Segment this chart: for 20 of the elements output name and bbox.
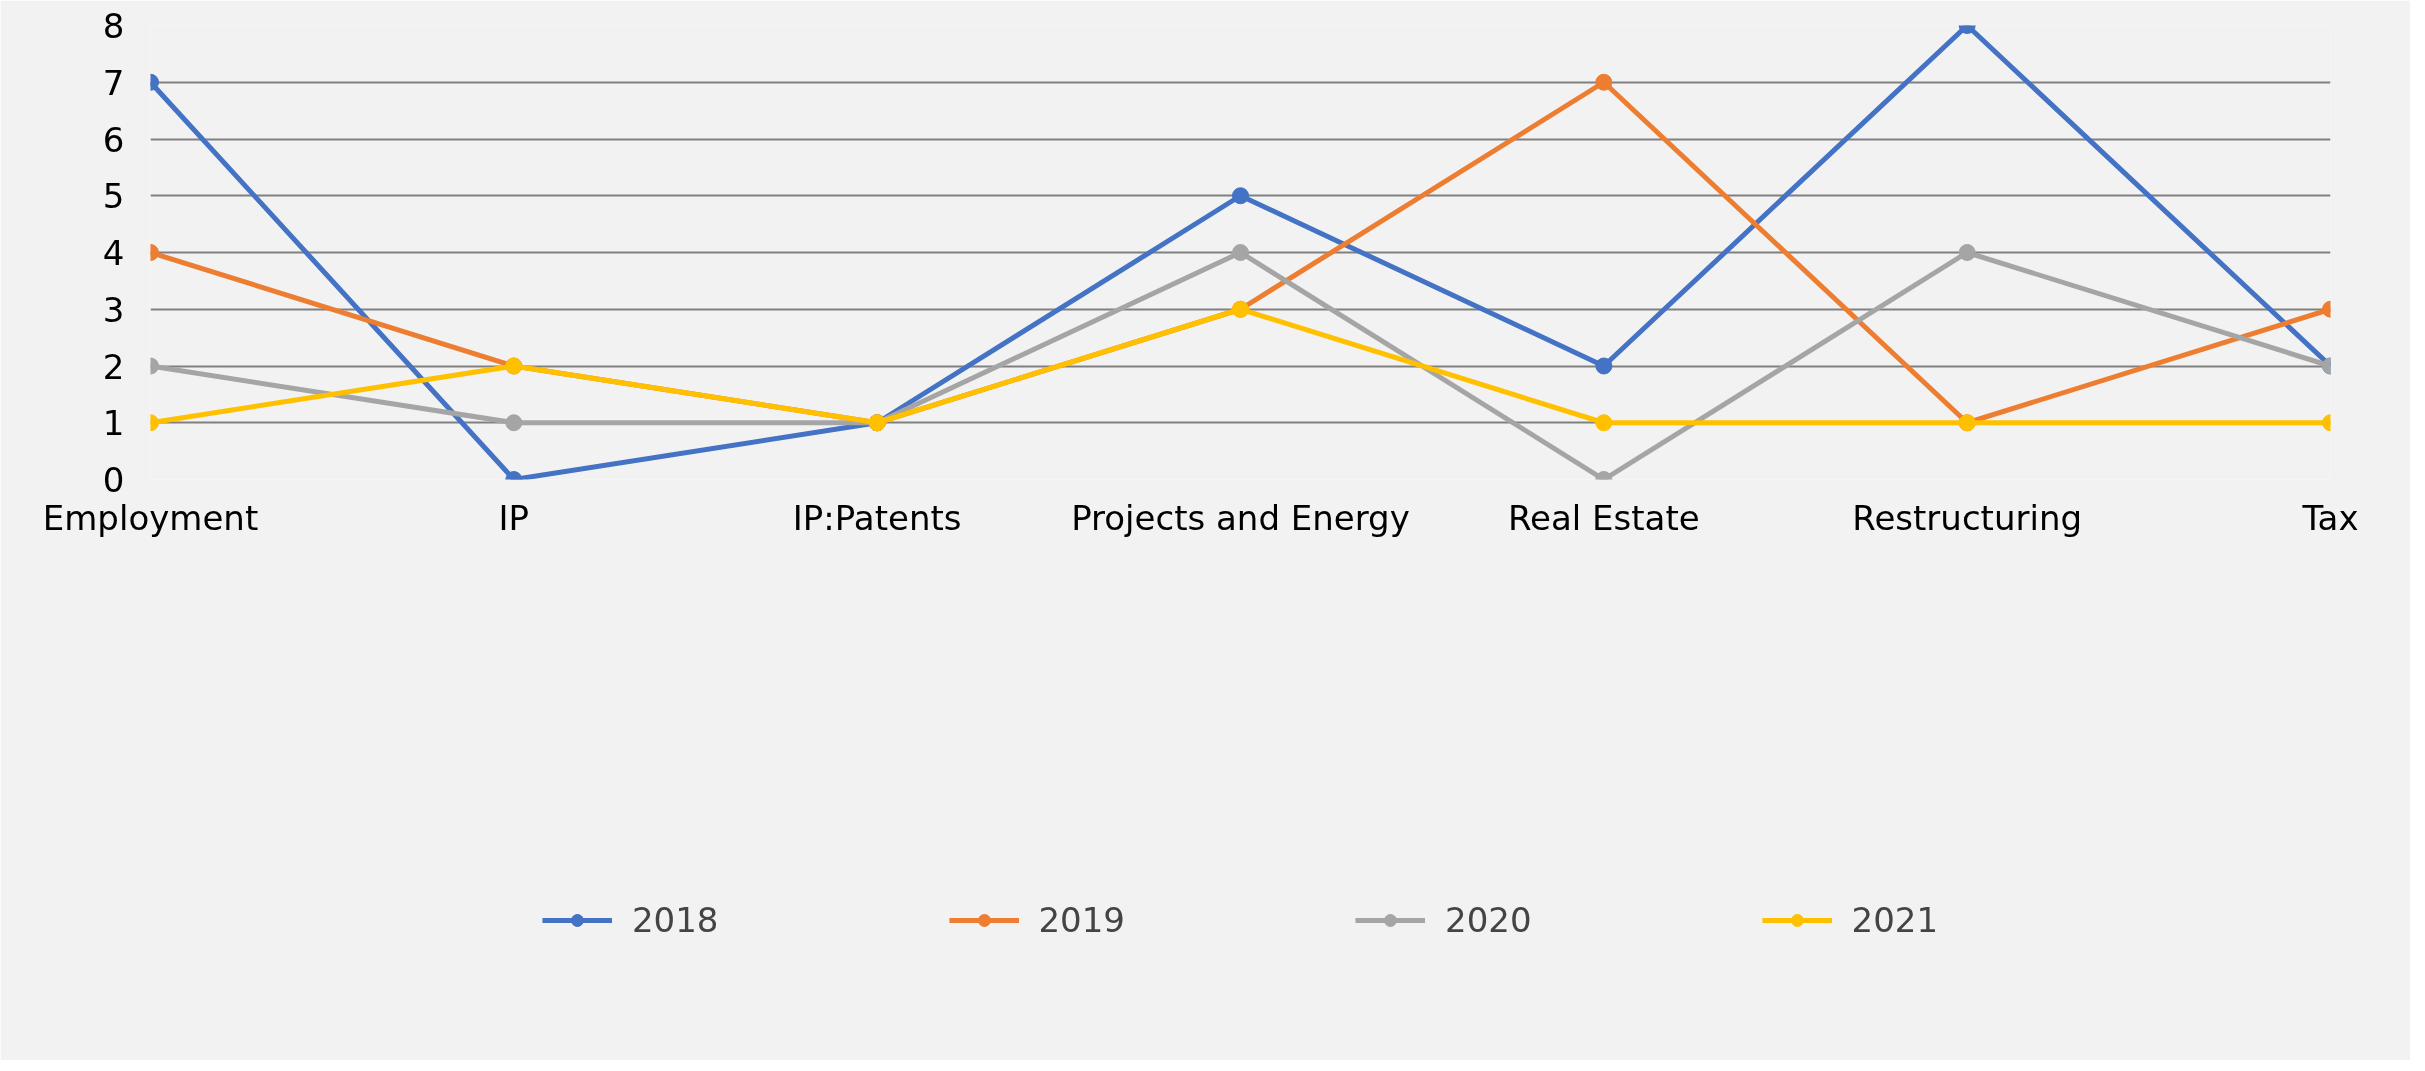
y-tick-label: 7 xyxy=(102,62,125,103)
legend-label: 2020 xyxy=(1445,900,1532,940)
y-tick-label: 6 xyxy=(102,119,125,160)
x-tick-label: Projects and Energy xyxy=(1071,497,1410,538)
y-tick-label: 8 xyxy=(102,6,125,46)
x-tick-label: IP xyxy=(498,497,530,538)
legend-label: 2021 xyxy=(1851,900,1939,940)
y-tick-label: 5 xyxy=(102,176,125,217)
x-tick-label: Restructuring xyxy=(1852,497,2083,538)
x-tick-label: Real Estate xyxy=(1507,497,1700,538)
y-tick-label: 2 xyxy=(102,346,125,387)
x-tick-label: IP:Patents xyxy=(792,497,962,538)
y-tick-label: 0 xyxy=(102,460,125,500)
legend-label: 2018 xyxy=(631,900,719,940)
legend-label: 2019 xyxy=(1038,900,1125,940)
x-tick-label: Tax xyxy=(2301,497,2359,538)
y-tick-label: 1 xyxy=(102,403,125,444)
x-tick-label: Employment xyxy=(42,497,259,538)
y-tick-label: 4 xyxy=(102,233,125,273)
y-tick-label: 3 xyxy=(102,289,125,330)
